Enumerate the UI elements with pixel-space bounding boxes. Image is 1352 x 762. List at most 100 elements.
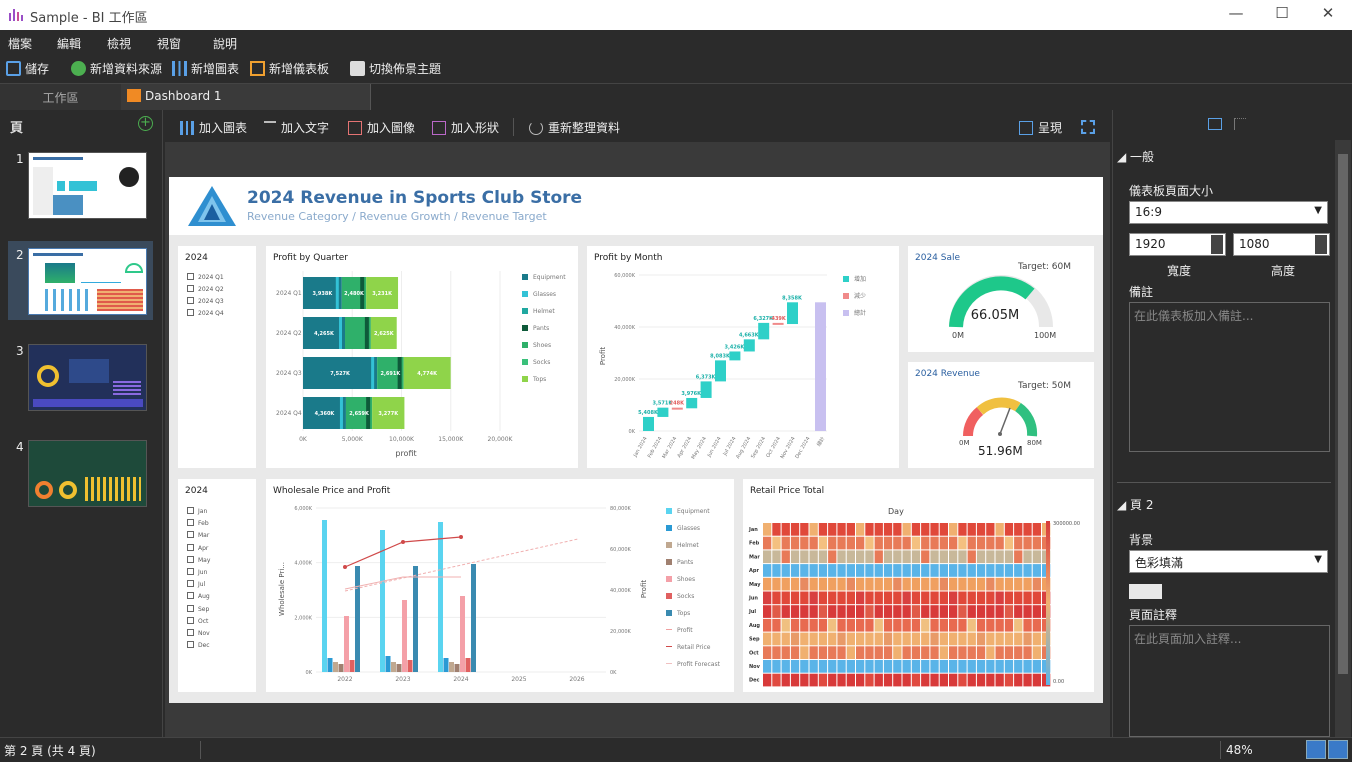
month-checkbox-may[interactable]: May <box>187 555 210 564</box>
heatmap-cell <box>1014 673 1023 687</box>
switch-theme-button[interactable]: 切換佈景主題 <box>350 60 441 77</box>
profit-by-month-card[interactable]: Profit by Month 60,000K 40,000K 20,000K 0K P… <box>587 246 899 468</box>
menu-edit[interactable]: 編輯 <box>57 37 82 51</box>
heatmap-cell <box>893 618 902 632</box>
add-dashboard-button[interactable]: 新增儀表板 <box>250 60 329 77</box>
heatmap-cell <box>911 673 921 687</box>
grid-view-icon[interactable] <box>1328 740 1348 759</box>
save-button[interactable]: 儲存 <box>6 60 49 77</box>
width-input[interactable]: 1920 <box>1129 233 1226 256</box>
checkbox-box <box>187 568 194 575</box>
month-checkbox-nov[interactable]: Nov <box>187 629 210 637</box>
page-thumbnail-1[interactable] <box>28 152 147 219</box>
present-button[interactable]: 呈現 <box>1019 119 1062 136</box>
wholesale-price-card[interactable]: Wholesale Price and Profit 6,000K 4,000K 2… <box>266 479 734 692</box>
page-notes-label: 頁面註釋 <box>1129 608 1178 622</box>
quarter-checkbox-q3[interactable]: 2024 Q3 <box>187 297 224 305</box>
bar-data-label: 6,373K <box>696 374 717 380</box>
maximize-button[interactable]: ☐ <box>1275 4 1289 22</box>
legend-glasses: Glasses <box>666 525 700 532</box>
heatmap-cell <box>883 564 893 577</box>
month-checkbox-jun[interactable]: Jun <box>187 568 207 576</box>
add-chart-button[interactable]: 新增圖表 <box>172 60 239 77</box>
menu-window[interactable]: 視窗 <box>157 37 182 51</box>
zoom-level: 48% <box>1226 743 1253 757</box>
page-notes-textarea[interactable]: 在此頁面加入註釋... <box>1129 625 1330 737</box>
checkbox-box <box>187 285 194 292</box>
heatmap-cell <box>865 660 874 673</box>
quarter-checkbox-q1[interactable]: 2024 Q1 <box>187 273 224 281</box>
month-checkbox-dec[interactable]: Dec <box>187 641 210 649</box>
heatmap-cell <box>865 536 874 550</box>
stepper-icon[interactable] <box>1211 235 1223 254</box>
add-data-source-button[interactable]: 新增資料來源 <box>71 60 162 77</box>
bar-segment <box>364 317 369 349</box>
month-checkbox-sep[interactable]: Sep <box>187 604 209 613</box>
heatmap-cell <box>856 632 865 646</box>
heatmap-cell <box>837 646 846 659</box>
add-shape-button[interactable]: 加入形狀 <box>432 119 499 136</box>
add-text-button[interactable]: 加入文字 <box>264 119 329 136</box>
heatmap-cell <box>1023 536 1032 550</box>
document-tabs: 工作區 Dashboard 1 <box>0 83 1352 110</box>
heatmap-cell <box>911 660 921 673</box>
minimize-button[interactable]: — <box>1228 4 1244 22</box>
month-checkbox-oct[interactable]: Oct <box>187 616 208 625</box>
month-checkbox-feb[interactable]: Feb <box>187 519 209 527</box>
page-thumbnail-3[interactable] <box>28 344 147 411</box>
tab-dashboard-1[interactable]: Dashboard 1 <box>121 84 371 110</box>
add-image-button[interactable]: 加入圖像 <box>348 119 415 136</box>
sale-target: Target: 60M <box>1018 262 1071 272</box>
month-checkbox-mar[interactable]: Mar <box>187 531 209 539</box>
page-thumbnail-4[interactable] <box>28 440 147 507</box>
quarter-checkbox-q2[interactable]: 2024 Q2 <box>187 285 224 293</box>
heatmap-cell <box>763 523 772 536</box>
single-page-view-icon[interactable] <box>1306 740 1326 759</box>
properties-scrollbar[interactable] <box>1335 140 1351 737</box>
menu-help[interactable]: 說明 <box>213 37 238 51</box>
theme-icon <box>350 61 365 76</box>
background-select[interactable]: 色彩填滿 ▼ <box>1129 550 1328 573</box>
checkbox-box <box>187 273 194 280</box>
structure-tab-icon[interactable] <box>1234 118 1246 130</box>
month-checkbox-apr[interactable]: Apr <box>187 543 208 552</box>
profit-by-quarter-card[interactable]: Profit by Quarter 0K 5,000K 10,000K 15,000K… <box>266 246 578 468</box>
background-color-swatch[interactable] <box>1129 584 1162 599</box>
revenue-gauge-card[interactable]: 2024 Revenue Target: 50M 0M 80M 51.96M <box>908 362 1094 468</box>
month-checkbox-jul[interactable]: Jul <box>187 580 205 588</box>
properties-panel: ◢ 一般 儀表板頁面大小 16:9 ▼ 1920 1080 寬度 高度 備註 在此… <box>1112 110 1352 737</box>
heatmap-cell <box>995 673 1004 687</box>
properties-tab-icon[interactable] <box>1208 118 1222 130</box>
menu-file[interactable]: 檔案 <box>8 37 33 51</box>
heatmap-cell <box>828 536 837 550</box>
heatmap-cell <box>865 577 874 591</box>
add-page-icon[interactable]: + <box>138 116 153 131</box>
checkbox-box <box>187 641 194 649</box>
month-checkbox-aug[interactable]: Aug <box>187 592 210 600</box>
heatmap-cell <box>986 536 995 550</box>
page-section-header[interactable]: ◢ 頁 2 <box>1117 498 1154 512</box>
heatmap-cell <box>865 618 874 632</box>
heatmap-cell <box>995 577 1004 591</box>
tab-workspace[interactable]: 工作區 <box>0 84 121 110</box>
heatmap-cell <box>949 632 958 646</box>
sale-gauge-card[interactable]: 2024 Sale Target: 60M 66.05M 0M 100M <box>908 246 1094 352</box>
refresh-data-button[interactable]: 重新整理資料 <box>529 119 620 136</box>
bar <box>465 658 471 672</box>
general-section-header[interactable]: ◢ 一般 <box>1117 150 1155 164</box>
stepper-icon[interactable] <box>1315 235 1327 254</box>
quarter-checkbox-q4[interactable]: 2024 Q4 <box>187 309 224 317</box>
heatmap-cell <box>874 577 883 591</box>
page-thumbnail-2[interactable] <box>28 248 147 315</box>
fullscreen-icon[interactable] <box>1081 120 1095 134</box>
dashboard-notes-textarea[interactable]: 在此儀表板加入備註... <box>1129 302 1330 452</box>
menu-view[interactable]: 檢視 <box>107 37 132 51</box>
heatmap-scale-min: 0.00 <box>1053 679 1065 685</box>
month-checkbox-jan[interactable]: Jan <box>187 507 207 515</box>
page-size-select[interactable]: 16:9 ▼ <box>1129 201 1328 224</box>
height-input[interactable]: 1080 <box>1233 233 1330 256</box>
close-button[interactable]: ✕ <box>1321 4 1335 22</box>
add-chart-to-canvas-button[interactable]: 加入圖表 <box>180 119 247 136</box>
retail-price-card[interactable]: Retail Price Total Day Jan Feb Mar Apr May Ju… <box>743 479 1094 692</box>
x-tick-label: 總計 <box>815 436 826 448</box>
